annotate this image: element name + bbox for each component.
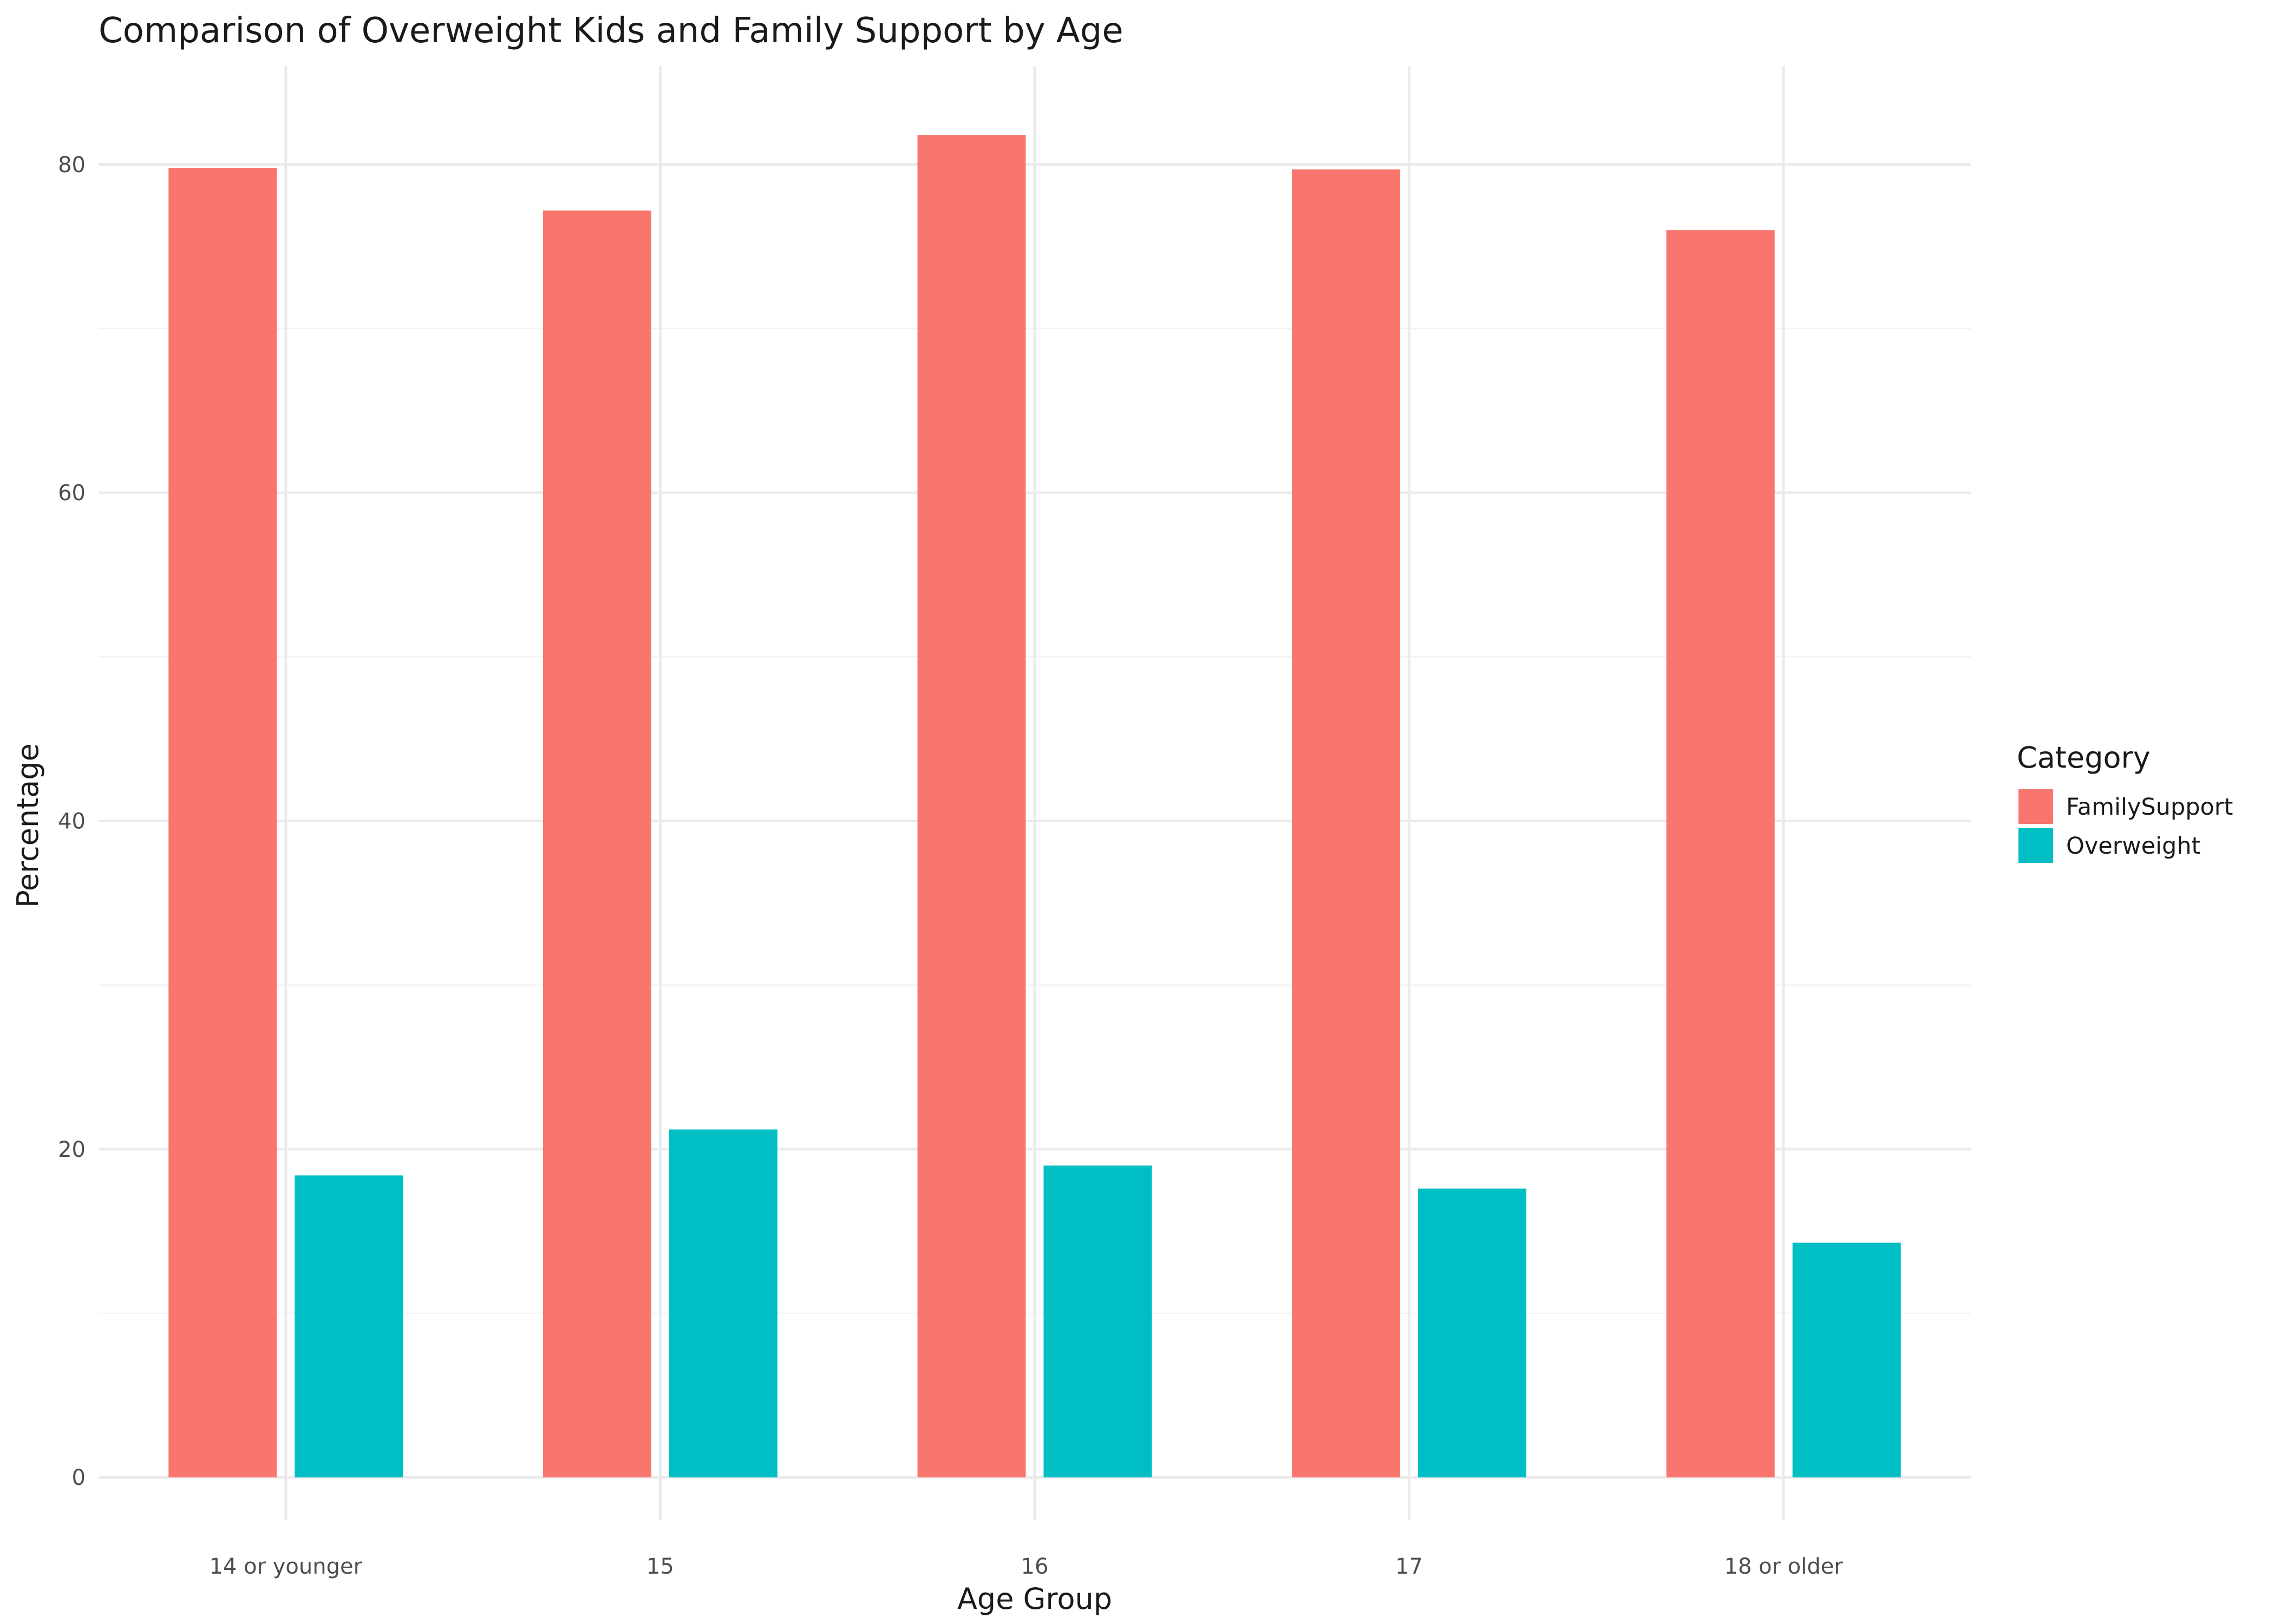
y-axis-title: Percentage: [11, 743, 45, 908]
x-tick-label: 15: [646, 1554, 674, 1579]
legend-label: Overweight: [2066, 833, 2200, 860]
bar-overweight: [669, 1129, 777, 1478]
bar-familysupport: [917, 135, 1026, 1478]
legend-label: FamilySupport: [2066, 794, 2233, 821]
x-tick-label: 18 or older: [1724, 1554, 1844, 1579]
legend-title: Category: [2017, 741, 2151, 775]
bar-familysupport: [543, 210, 651, 1478]
chart-title: Comparison of Overweight Kids and Family…: [99, 11, 1123, 51]
bar-familysupport: [168, 167, 277, 1478]
y-tick-label: 80: [58, 153, 86, 178]
bar-familysupport: [1292, 169, 1401, 1478]
legend: Category FamilySupport Overweight: [2017, 741, 2233, 863]
x-axis-ticks: 14 or younger 15 16 17 18 or older: [210, 1554, 1844, 1579]
bar-overweight: [1043, 1165, 1152, 1478]
bar-familysupport: [1666, 230, 1775, 1478]
bar-overweight: [295, 1175, 403, 1478]
y-tick-label: 40: [58, 809, 86, 834]
bar-overweight: [1418, 1188, 1527, 1478]
x-tick-label: 14 or younger: [210, 1554, 363, 1579]
y-tick-label: 0: [72, 1465, 86, 1490]
y-axis-ticks: 0 20 40 60 80: [58, 153, 86, 1490]
y-tick-label: 60: [58, 481, 86, 506]
x-tick-label: 16: [1021, 1554, 1049, 1579]
legend-swatch: [2018, 789, 2053, 824]
legend-swatch: [2018, 828, 2053, 863]
bars: [168, 135, 1901, 1478]
x-tick-label: 17: [1395, 1554, 1423, 1579]
bar-overweight: [1792, 1242, 1901, 1478]
grid: [99, 66, 1971, 1520]
x-axis-title: Age Group: [957, 1582, 1112, 1616]
y-tick-label: 20: [58, 1137, 86, 1162]
